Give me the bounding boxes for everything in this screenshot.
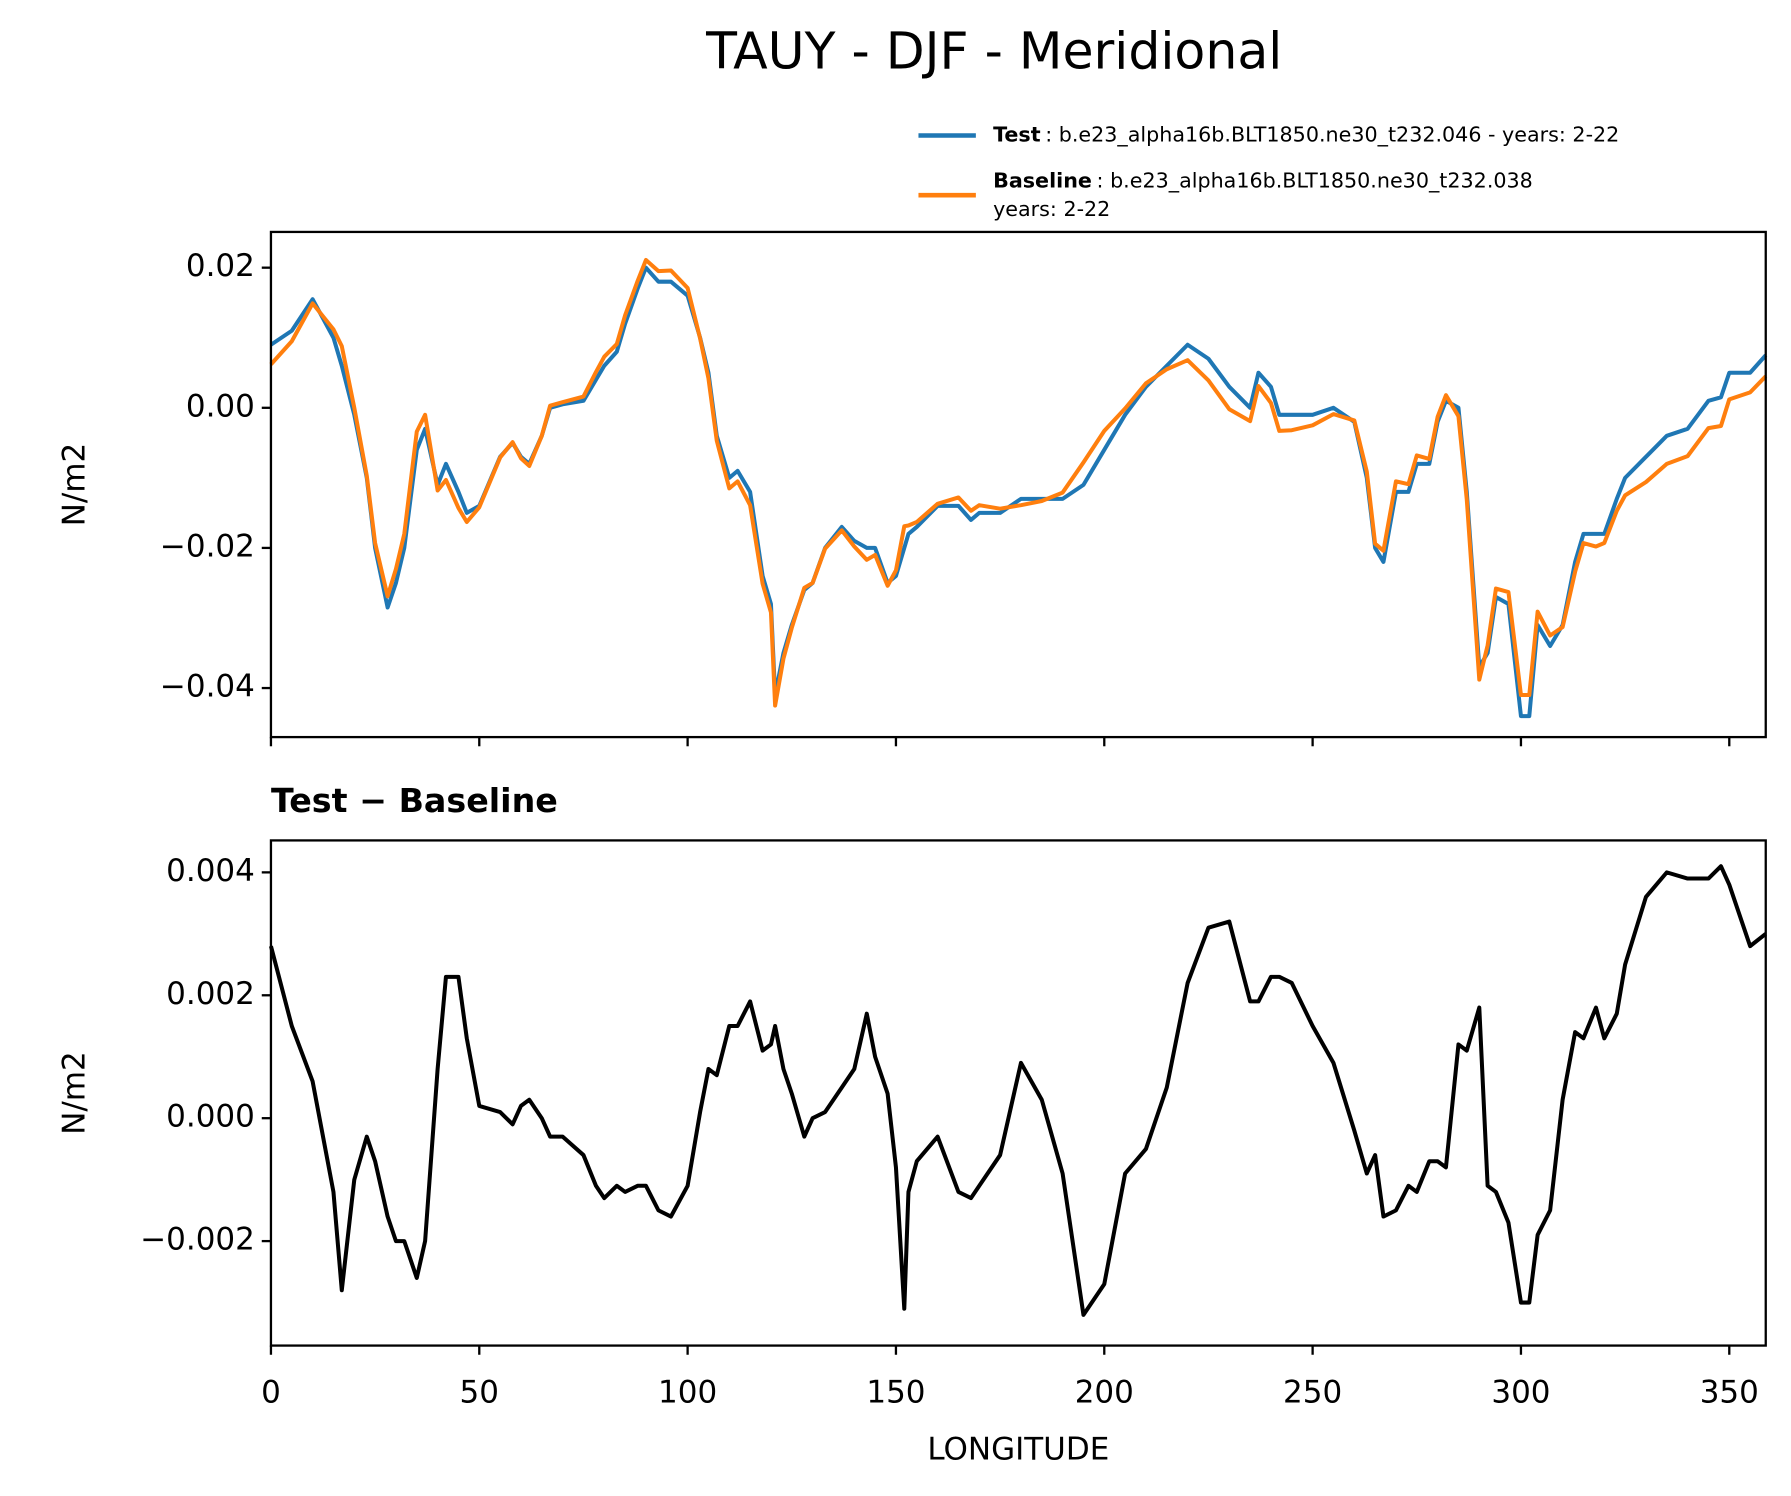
x-tick-label: 300 (1491, 1374, 1550, 1410)
legend-description: : b.e23_alpha16b.BLT1850.ne30_t232.038 (1097, 168, 1533, 192)
y-tick-label: −0.02 (160, 528, 255, 564)
data-line (269, 864, 1767, 1317)
x-tick-label: 150 (866, 1374, 925, 1410)
y-tick-label: 0.004 (166, 853, 255, 889)
legend-label: Test: b.e23_alpha16b.BLT1850.ne30_t232.0… (993, 123, 1619, 147)
x-tick-label: 250 (1283, 1374, 1342, 1410)
x-tick-label: 0 (261, 1374, 281, 1410)
x-axis-label: LONGITUDE (927, 1432, 1109, 1468)
axes-frame (269, 230, 1767, 739)
x-tick-label: 50 (460, 1374, 499, 1410)
legend-description: years: 2-22 (993, 197, 1110, 221)
legend-label: Baseline: b.e23_alpha16b.BLT1850.ne30_t2… (993, 168, 1533, 192)
data-line (269, 265, 1768, 719)
axes-frame (269, 839, 1767, 1347)
x-tick-label: 100 (658, 1374, 717, 1410)
legend-name: Baseline (993, 168, 1092, 192)
y-axis-label: N/m2 (56, 1051, 92, 1135)
legend-name: Test (993, 123, 1041, 147)
x-tick-label: 200 (1075, 1374, 1134, 1410)
y-tick-label: 0.002 (166, 976, 255, 1012)
figure-title: TAUY - DJF - Meridional (705, 22, 1282, 81)
y-tick-label: 0.000 (166, 1099, 255, 1135)
y-tick-label: −0.002 (140, 1222, 255, 1258)
x-tick-label: 350 (1700, 1374, 1759, 1410)
y-tick-label: −0.04 (160, 669, 255, 705)
y-axis-label: N/m2 (56, 443, 92, 527)
y-tick-label: 0.02 (186, 248, 255, 284)
legend-description: : b.e23_alpha16b.BLT1850.ne30_t232.046 -… (1045, 123, 1619, 147)
subplot-title: Test − Baseline (271, 781, 558, 820)
y-tick-label: 0.00 (186, 388, 255, 424)
data-line (269, 257, 1768, 708)
